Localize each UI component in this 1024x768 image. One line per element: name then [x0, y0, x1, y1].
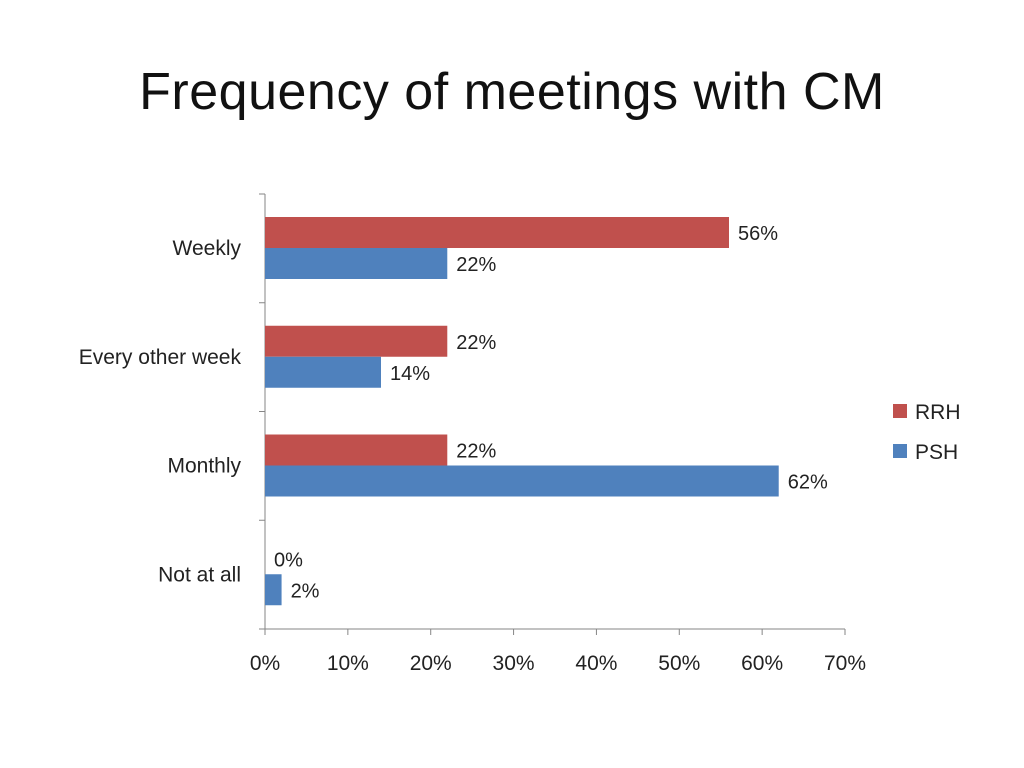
- data-label-psh: 2%: [291, 580, 320, 602]
- data-label-psh: 22%: [456, 254, 496, 276]
- bar-psh: [265, 356, 381, 388]
- data-label-rrh: 0%: [274, 549, 303, 571]
- chart-axes: 0% 10% 20% 30% 40% 50% 60% 70% Weekly Every other…: [79, 193, 866, 675]
- bar-rrh: [265, 325, 448, 357]
- data-label-rrh: 22%: [456, 332, 496, 354]
- chart-legend: RRH PSH: [893, 401, 961, 464]
- bar-psh: [265, 574, 282, 606]
- legend-label-rrh: RRH: [915, 401, 961, 424]
- data-label-rrh: 56%: [738, 223, 778, 245]
- bar-rrh: [265, 217, 729, 248]
- x-tick-label: 70%: [824, 652, 866, 675]
- y-category-label: Weekly: [173, 237, 242, 260]
- chart-data-labels: 56% 22% 22% 14% 22% 62% 0% 2%: [274, 223, 828, 602]
- y-category-label: Every other week: [79, 346, 242, 369]
- legend-swatch-rrh: [893, 404, 907, 418]
- x-tick-label: 0%: [250, 652, 280, 675]
- data-label-psh: 14%: [390, 363, 430, 385]
- x-tick-label: 40%: [575, 652, 617, 675]
- data-label-psh: 62%: [788, 472, 828, 494]
- x-tick-label: 30%: [493, 652, 535, 675]
- legend-swatch-psh: [893, 444, 907, 458]
- x-tick-label: 20%: [410, 652, 452, 675]
- bar-psh: [265, 248, 448, 279]
- x-tick-label: 60%: [741, 652, 783, 675]
- x-tick-label: 10%: [327, 652, 369, 675]
- data-label-rrh: 22%: [456, 441, 496, 463]
- y-category-label: Not at all: [158, 563, 241, 586]
- bar-rrh: [265, 434, 448, 466]
- slide-title: Frequency of meetings with CM: [139, 63, 885, 121]
- x-tick-label: 50%: [658, 652, 700, 675]
- bar-psh: [265, 465, 779, 497]
- legend-label-psh: PSH: [915, 441, 958, 464]
- y-category-label: Monthly: [167, 455, 241, 478]
- chart-bars: [265, 217, 779, 606]
